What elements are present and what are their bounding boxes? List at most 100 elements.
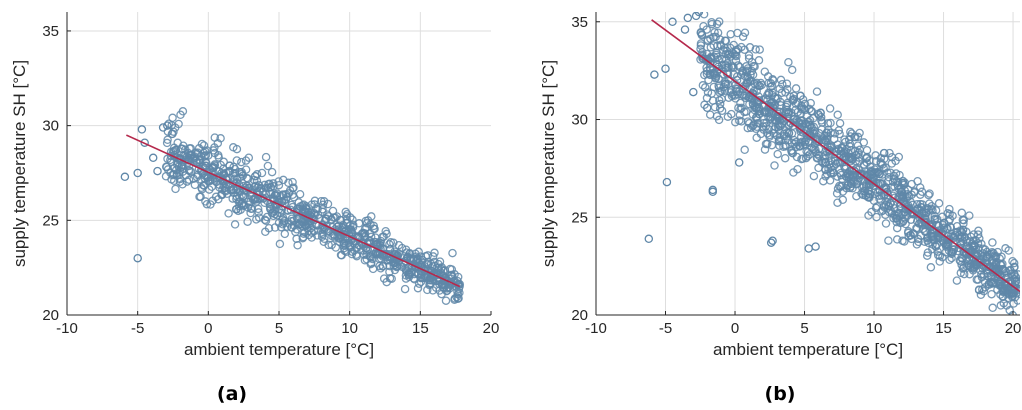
data-point bbox=[915, 219, 924, 228]
data-point bbox=[995, 277, 1005, 286]
data-point bbox=[835, 129, 844, 139]
y-tick-label: 35 bbox=[571, 14, 588, 31]
data-point bbox=[346, 213, 355, 222]
data-point bbox=[369, 224, 378, 233]
data-point bbox=[956, 268, 966, 278]
data-point bbox=[906, 215, 916, 224]
data-point bbox=[804, 130, 813, 140]
data-point bbox=[230, 220, 240, 229]
data-point bbox=[958, 236, 968, 246]
data-point-outlier bbox=[662, 177, 672, 187]
data-point bbox=[975, 234, 984, 243]
data-point bbox=[833, 110, 842, 120]
data-point bbox=[211, 192, 221, 202]
data-point bbox=[705, 110, 715, 119]
data-point bbox=[903, 228, 913, 238]
data-point bbox=[876, 179, 886, 189]
data-point-outlier bbox=[661, 64, 670, 73]
data-point bbox=[210, 161, 219, 170]
data-point bbox=[729, 63, 738, 72]
data-point bbox=[778, 79, 787, 89]
data-point bbox=[884, 201, 893, 211]
data-point bbox=[843, 181, 852, 190]
data-point bbox=[850, 177, 859, 186]
data-point bbox=[962, 227, 971, 237]
data-point bbox=[235, 193, 244, 202]
data-point bbox=[720, 79, 730, 89]
data-point bbox=[846, 127, 855, 137]
data-point bbox=[992, 258, 1001, 267]
data-point bbox=[453, 290, 463, 299]
data-point bbox=[899, 180, 909, 190]
data-point bbox=[723, 112, 733, 122]
data-point bbox=[713, 41, 722, 51]
data-point bbox=[990, 264, 1000, 273]
data-point bbox=[944, 217, 954, 226]
data-point bbox=[733, 90, 743, 99]
data-point bbox=[880, 148, 889, 158]
data-point bbox=[400, 284, 410, 294]
data-point bbox=[235, 167, 244, 177]
data-point bbox=[178, 180, 187, 189]
data-point bbox=[798, 119, 807, 128]
data-point bbox=[804, 137, 813, 146]
data-point bbox=[959, 216, 969, 225]
data-point bbox=[742, 107, 751, 116]
data-point bbox=[435, 257, 445, 266]
data-point bbox=[967, 253, 977, 262]
data-point bbox=[362, 250, 371, 260]
data-point bbox=[712, 19, 722, 29]
data-point bbox=[715, 104, 725, 113]
data-point bbox=[717, 60, 727, 70]
data-point-outlier bbox=[683, 13, 693, 23]
data-point bbox=[948, 211, 957, 221]
data-point bbox=[754, 104, 764, 114]
data-point bbox=[848, 171, 857, 181]
data-point bbox=[766, 104, 775, 114]
data-point bbox=[197, 139, 207, 149]
data-point bbox=[413, 283, 423, 293]
data-point bbox=[747, 76, 756, 86]
data-point bbox=[169, 170, 179, 179]
data-point-outlier bbox=[702, 103, 712, 113]
data-point bbox=[727, 86, 736, 95]
data-point bbox=[335, 215, 345, 225]
data-point bbox=[197, 183, 206, 193]
data-point bbox=[875, 194, 884, 204]
data-point bbox=[987, 289, 996, 299]
x-tick-label: 5 bbox=[275, 320, 283, 337]
x-tick-label: -10 bbox=[585, 320, 607, 337]
data-point bbox=[707, 89, 716, 98]
data-point bbox=[906, 230, 915, 240]
data-point bbox=[855, 157, 864, 166]
data-point bbox=[930, 214, 939, 224]
data-point bbox=[285, 186, 295, 195]
subfigure-caption: (a) bbox=[217, 383, 247, 405]
data-point bbox=[882, 188, 892, 197]
data-point bbox=[966, 232, 976, 241]
x-axis-label: ambient temperature [°C] bbox=[184, 340, 374, 359]
data-point bbox=[782, 79, 792, 88]
data-point bbox=[932, 240, 942, 249]
data-point bbox=[713, 52, 722, 62]
data-point bbox=[205, 185, 214, 194]
data-point-outlier bbox=[689, 87, 698, 97]
data-point-outlier bbox=[811, 242, 820, 251]
data-point bbox=[162, 138, 172, 148]
data-point bbox=[733, 61, 743, 70]
data-point bbox=[784, 107, 794, 117]
data-point bbox=[784, 129, 794, 138]
data-point bbox=[166, 155, 175, 165]
data-point bbox=[753, 114, 762, 123]
data-point bbox=[884, 236, 893, 245]
chart-b: -10 -5 0 5 10 15 20 20 25 30 35 ambient temperature… bbox=[539, 12, 1021, 405]
data-point bbox=[984, 280, 994, 290]
data-point bbox=[920, 237, 929, 247]
data-point bbox=[881, 219, 891, 228]
data-point bbox=[710, 28, 719, 37]
data-point bbox=[391, 255, 401, 265]
data-point bbox=[288, 190, 297, 200]
data-point bbox=[738, 90, 747, 99]
data-point bbox=[813, 153, 822, 162]
data-point bbox=[1002, 301, 1011, 310]
